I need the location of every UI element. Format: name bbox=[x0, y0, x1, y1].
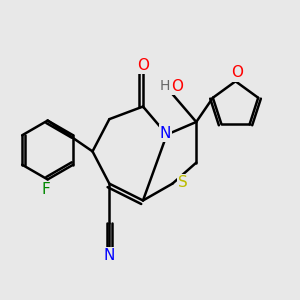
Text: O: O bbox=[231, 65, 243, 80]
Text: O: O bbox=[171, 79, 183, 94]
Text: F: F bbox=[42, 182, 51, 197]
Text: S: S bbox=[178, 175, 188, 190]
Text: N: N bbox=[160, 126, 171, 141]
Text: H: H bbox=[160, 79, 170, 93]
Text: O: O bbox=[137, 58, 149, 73]
Text: N: N bbox=[104, 248, 115, 263]
